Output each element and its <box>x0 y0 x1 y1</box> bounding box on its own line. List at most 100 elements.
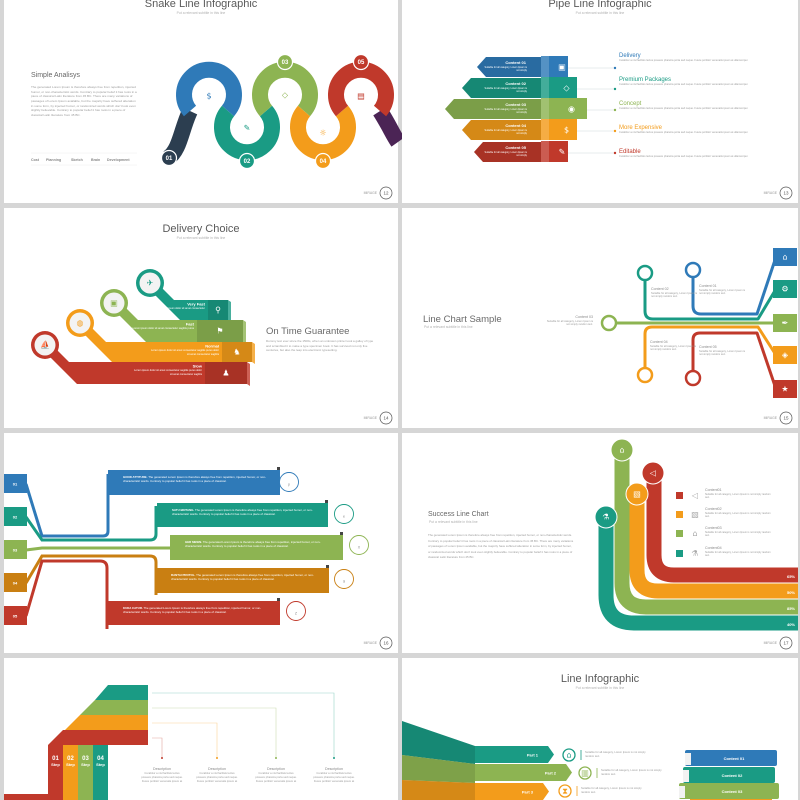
success-band <box>646 473 798 583</box>
chart-icon: ▧ <box>633 490 641 499</box>
page-number: 17 <box>783 641 789 646</box>
node-label: Content 04 <box>650 340 668 344</box>
book-icon: ▤ <box>357 92 365 101</box>
pipe-arrow <box>462 78 541 98</box>
description-text: Curabitur a nisl facilisis lectus posuer… <box>255 772 297 784</box>
slide-thumbnail-17[interactable]: MIRAGE 17 Success Line Chart Put a relevant… <box>402 433 798 653</box>
letter: p <box>288 483 290 487</box>
node-number: 3 <box>607 321 611 327</box>
part-text: Suitable for all category, Lorem Ipsum i… <box>601 768 662 776</box>
row-banner <box>170 535 343 560</box>
connector-line <box>24 474 110 538</box>
node-marker[interactable] <box>636 264 654 282</box>
slide-title: Success Line Chart <box>428 511 489 518</box>
success-band <box>598 517 798 631</box>
truck-icon: ▣ <box>110 299 118 308</box>
node-marker[interactable] <box>636 366 654 384</box>
item-title: Editable <box>619 149 641 155</box>
row-lead: KUDA CATUR. <box>123 606 143 610</box>
node-marker[interactable] <box>684 369 702 387</box>
letter-badge <box>349 535 369 555</box>
option-ribbon <box>73 323 252 362</box>
part-icon-ring <box>562 748 576 762</box>
block-text: Suitable for all category, Lorem Ipsum i… <box>484 65 527 72</box>
row-body: The generated Lorem Ipsum is therefore a… <box>172 508 313 517</box>
slide-thumbnail-16[interactable]: MIRAGE 16 01 GOOD ATTITUDE. The generated L… <box>4 433 398 653</box>
home-icon: ⌂ <box>566 751 571 760</box>
item-text: Curabitur a nisl facilisis lectus posuer… <box>619 83 749 86</box>
block-text: Suitable for all category, Lorem Ipsum i… <box>484 150 527 157</box>
section-heading: Simple Analisys <box>31 72 81 79</box>
slide-title: Snake Line Infographic <box>145 0 258 10</box>
legend-swatch <box>676 550 683 557</box>
airplane-icon: ✈ <box>147 279 154 288</box>
legend-label: Development <box>107 158 130 162</box>
page-number-badge <box>379 636 393 650</box>
option-box <box>208 300 228 320</box>
money-icon: $ <box>206 92 211 101</box>
brand-label: MIRAGE <box>364 416 378 420</box>
chart-icon: ▧ <box>691 510 699 519</box>
letter: Z <box>295 612 298 616</box>
row-lead: RANTAI PROTOL. <box>171 573 196 577</box>
pipe-arrow <box>445 99 541 119</box>
line-tab[interactable] <box>773 314 797 332</box>
step-marker <box>276 53 294 71</box>
block-text: Suitable for all category, Lorem Ipsum i… <box>484 128 527 135</box>
row-banner <box>108 470 280 495</box>
connector-line <box>152 737 163 758</box>
line-tab[interactable] <box>773 380 797 398</box>
item-title: Concept <box>619 101 642 107</box>
connector-dot <box>613 108 617 112</box>
line-tab[interactable] <box>773 280 797 298</box>
block-label: Content 02 <box>505 81 526 86</box>
pipe-arrow <box>477 57 541 77</box>
pipe-box <box>541 119 577 140</box>
node-marker[interactable] <box>684 261 702 279</box>
page-number: 12 <box>383 191 389 196</box>
slide-title: Line Chart Sample <box>423 314 502 325</box>
body-text: The generated Lorem Ipsum is therefore a… <box>31 85 137 117</box>
slide-thumbnail[interactable]: 01Step02Step03Step04StepDescriptionCurab… <box>4 658 398 800</box>
snake-segment <box>214 105 280 161</box>
connector-dot <box>275 757 277 759</box>
percent-label: 50% <box>787 590 795 595</box>
block-text: Suitable for all category, Lorem Ipsum i… <box>484 107 527 114</box>
legend-label: Planning <box>46 158 61 162</box>
connector-line <box>152 707 277 758</box>
pen-nib-icon: ✒ <box>782 319 789 328</box>
body-text: Dummy text ever since the 1500s, when an… <box>266 339 374 352</box>
legend-label: Content02 <box>705 507 722 511</box>
slide-subtitle: Put a relevant subtitle in this line <box>429 520 478 524</box>
line-tab[interactable] <box>773 346 797 364</box>
legend-swatch <box>676 530 683 537</box>
step-band <box>48 730 148 745</box>
body-text: The generated Lorem Ipsum is therefore a… <box>428 533 574 560</box>
legend-label: Cost <box>31 158 40 162</box>
step-number: 02 <box>67 756 74 762</box>
hourglass-icon: ⧗ <box>562 787 568 796</box>
pipe-box <box>541 77 577 98</box>
letter-badge <box>279 472 299 492</box>
legend-swatch <box>676 492 683 499</box>
step-label: Step <box>51 762 60 767</box>
gear-icon: ⚙ <box>781 285 788 294</box>
line-tab[interactable] <box>773 248 797 266</box>
node-marker[interactable] <box>600 314 618 332</box>
option-box <box>222 342 252 362</box>
row-lead: GER MESIN. <box>185 540 203 544</box>
connector-line <box>24 559 109 629</box>
legend-label: Content04 <box>705 546 722 550</box>
page-number: 16 <box>383 641 389 646</box>
row-number: 04 <box>13 581 18 586</box>
book <box>683 767 775 783</box>
